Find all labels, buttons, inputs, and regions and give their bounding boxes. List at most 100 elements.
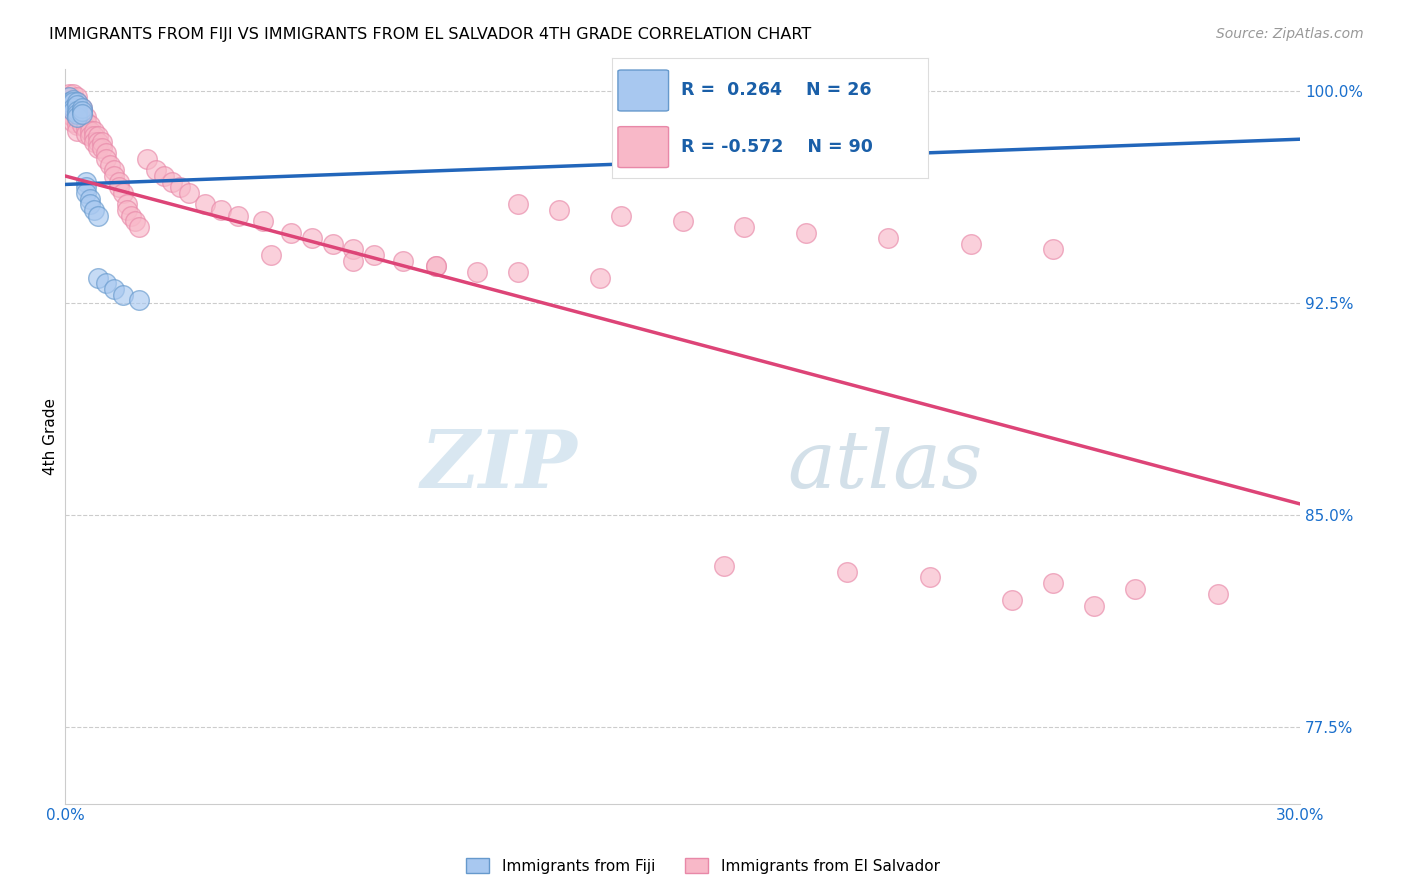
Point [1042,243,1064,257]
Point [194,197,217,211]
Point [66,110,89,124]
FancyBboxPatch shape [619,127,669,168]
Point [342,253,364,268]
Point [79,129,101,144]
Point [124,214,146,228]
Point [66,112,89,127]
Point [66,118,89,132]
Point [391,253,413,268]
Point [70,101,93,115]
Point [83,202,105,217]
Point [87,135,110,149]
Point [70,101,93,115]
Point [58,95,80,110]
Point [107,175,129,189]
Point [363,248,385,262]
Point [79,118,101,132]
Point [211,202,233,217]
Point [62,110,84,124]
Point [96,152,118,166]
Point [918,570,941,584]
Point [70,107,93,121]
Point [103,163,125,178]
Point [75,186,97,200]
Point [66,90,89,104]
Point [58,101,80,115]
FancyBboxPatch shape [619,70,669,111]
Point [342,243,364,257]
Point [96,277,118,291]
Point [75,127,97,141]
Point [83,135,105,149]
Point [58,107,80,121]
Point [66,95,89,110]
Point [62,98,84,112]
Point [62,87,84,101]
Point [794,226,817,240]
Point [66,101,89,115]
Point [548,202,571,217]
Point [506,197,529,211]
Point [103,169,125,183]
Point [62,93,84,107]
Point [115,197,138,211]
Point [91,141,114,155]
Point [66,95,89,110]
Point [506,265,529,279]
Point [877,231,900,245]
Point [136,152,159,166]
Point [128,219,150,234]
Point [66,107,89,121]
Text: IMMIGRANTS FROM FIJI VS IMMIGRANTS FROM EL SALVADOR 4TH GRADE CORRELATION CHART: IMMIGRANTS FROM FIJI VS IMMIGRANTS FROM … [49,27,811,42]
Point [87,270,110,285]
Point [66,124,89,138]
Point [87,129,110,144]
Point [103,282,125,296]
Point [107,180,129,194]
Point [301,231,323,245]
Point [177,186,200,200]
Point [75,120,97,135]
Point [145,163,167,178]
Point [1125,582,1147,596]
Point [62,101,84,115]
Point [733,219,755,234]
Text: Source: ZipAtlas.com: Source: ZipAtlas.com [1216,27,1364,41]
Point [153,169,176,183]
Point [66,103,89,118]
Point [115,202,138,217]
Point [62,95,84,110]
Point [96,146,118,161]
Point [58,87,80,101]
Point [226,209,249,223]
Point [91,135,114,149]
Point [671,214,693,228]
Text: R =  0.264    N = 26: R = 0.264 N = 26 [682,81,872,100]
Point [79,124,101,138]
Point [83,124,105,138]
Point [75,115,97,129]
Point [79,197,101,211]
Text: atlas: atlas [787,426,983,504]
Point [62,93,84,107]
Point [62,115,84,129]
Point [252,214,274,228]
Point [70,107,93,121]
Point [58,90,80,104]
Point [959,236,981,251]
Point [120,209,142,223]
Point [111,186,134,200]
Text: ZIP: ZIP [420,426,578,504]
Point [70,103,93,118]
Point [66,98,89,112]
Point [75,110,97,124]
Point [66,107,89,121]
Text: R = -0.572    N = 90: R = -0.572 N = 90 [682,138,873,156]
Point [62,103,84,118]
Point [111,287,134,301]
Point [610,209,633,223]
Point [322,236,344,251]
Point [1206,587,1229,601]
Y-axis label: 4th Grade: 4th Grade [44,398,58,475]
Point [260,248,283,262]
